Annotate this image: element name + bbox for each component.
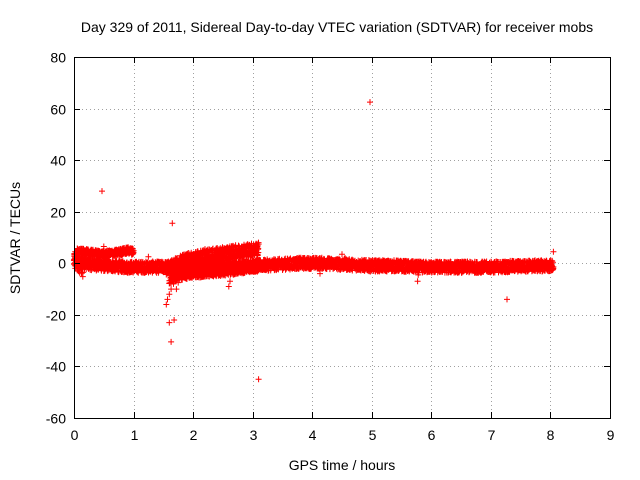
- rising-band-point: [255, 241, 262, 248]
- upper-arc-point: [130, 247, 137, 254]
- rising-band-point: [255, 249, 262, 256]
- data-points: [71, 99, 557, 383]
- main-band-point: [549, 258, 556, 265]
- chart-grid: [74, 57, 610, 418]
- main-band-point: [550, 263, 557, 270]
